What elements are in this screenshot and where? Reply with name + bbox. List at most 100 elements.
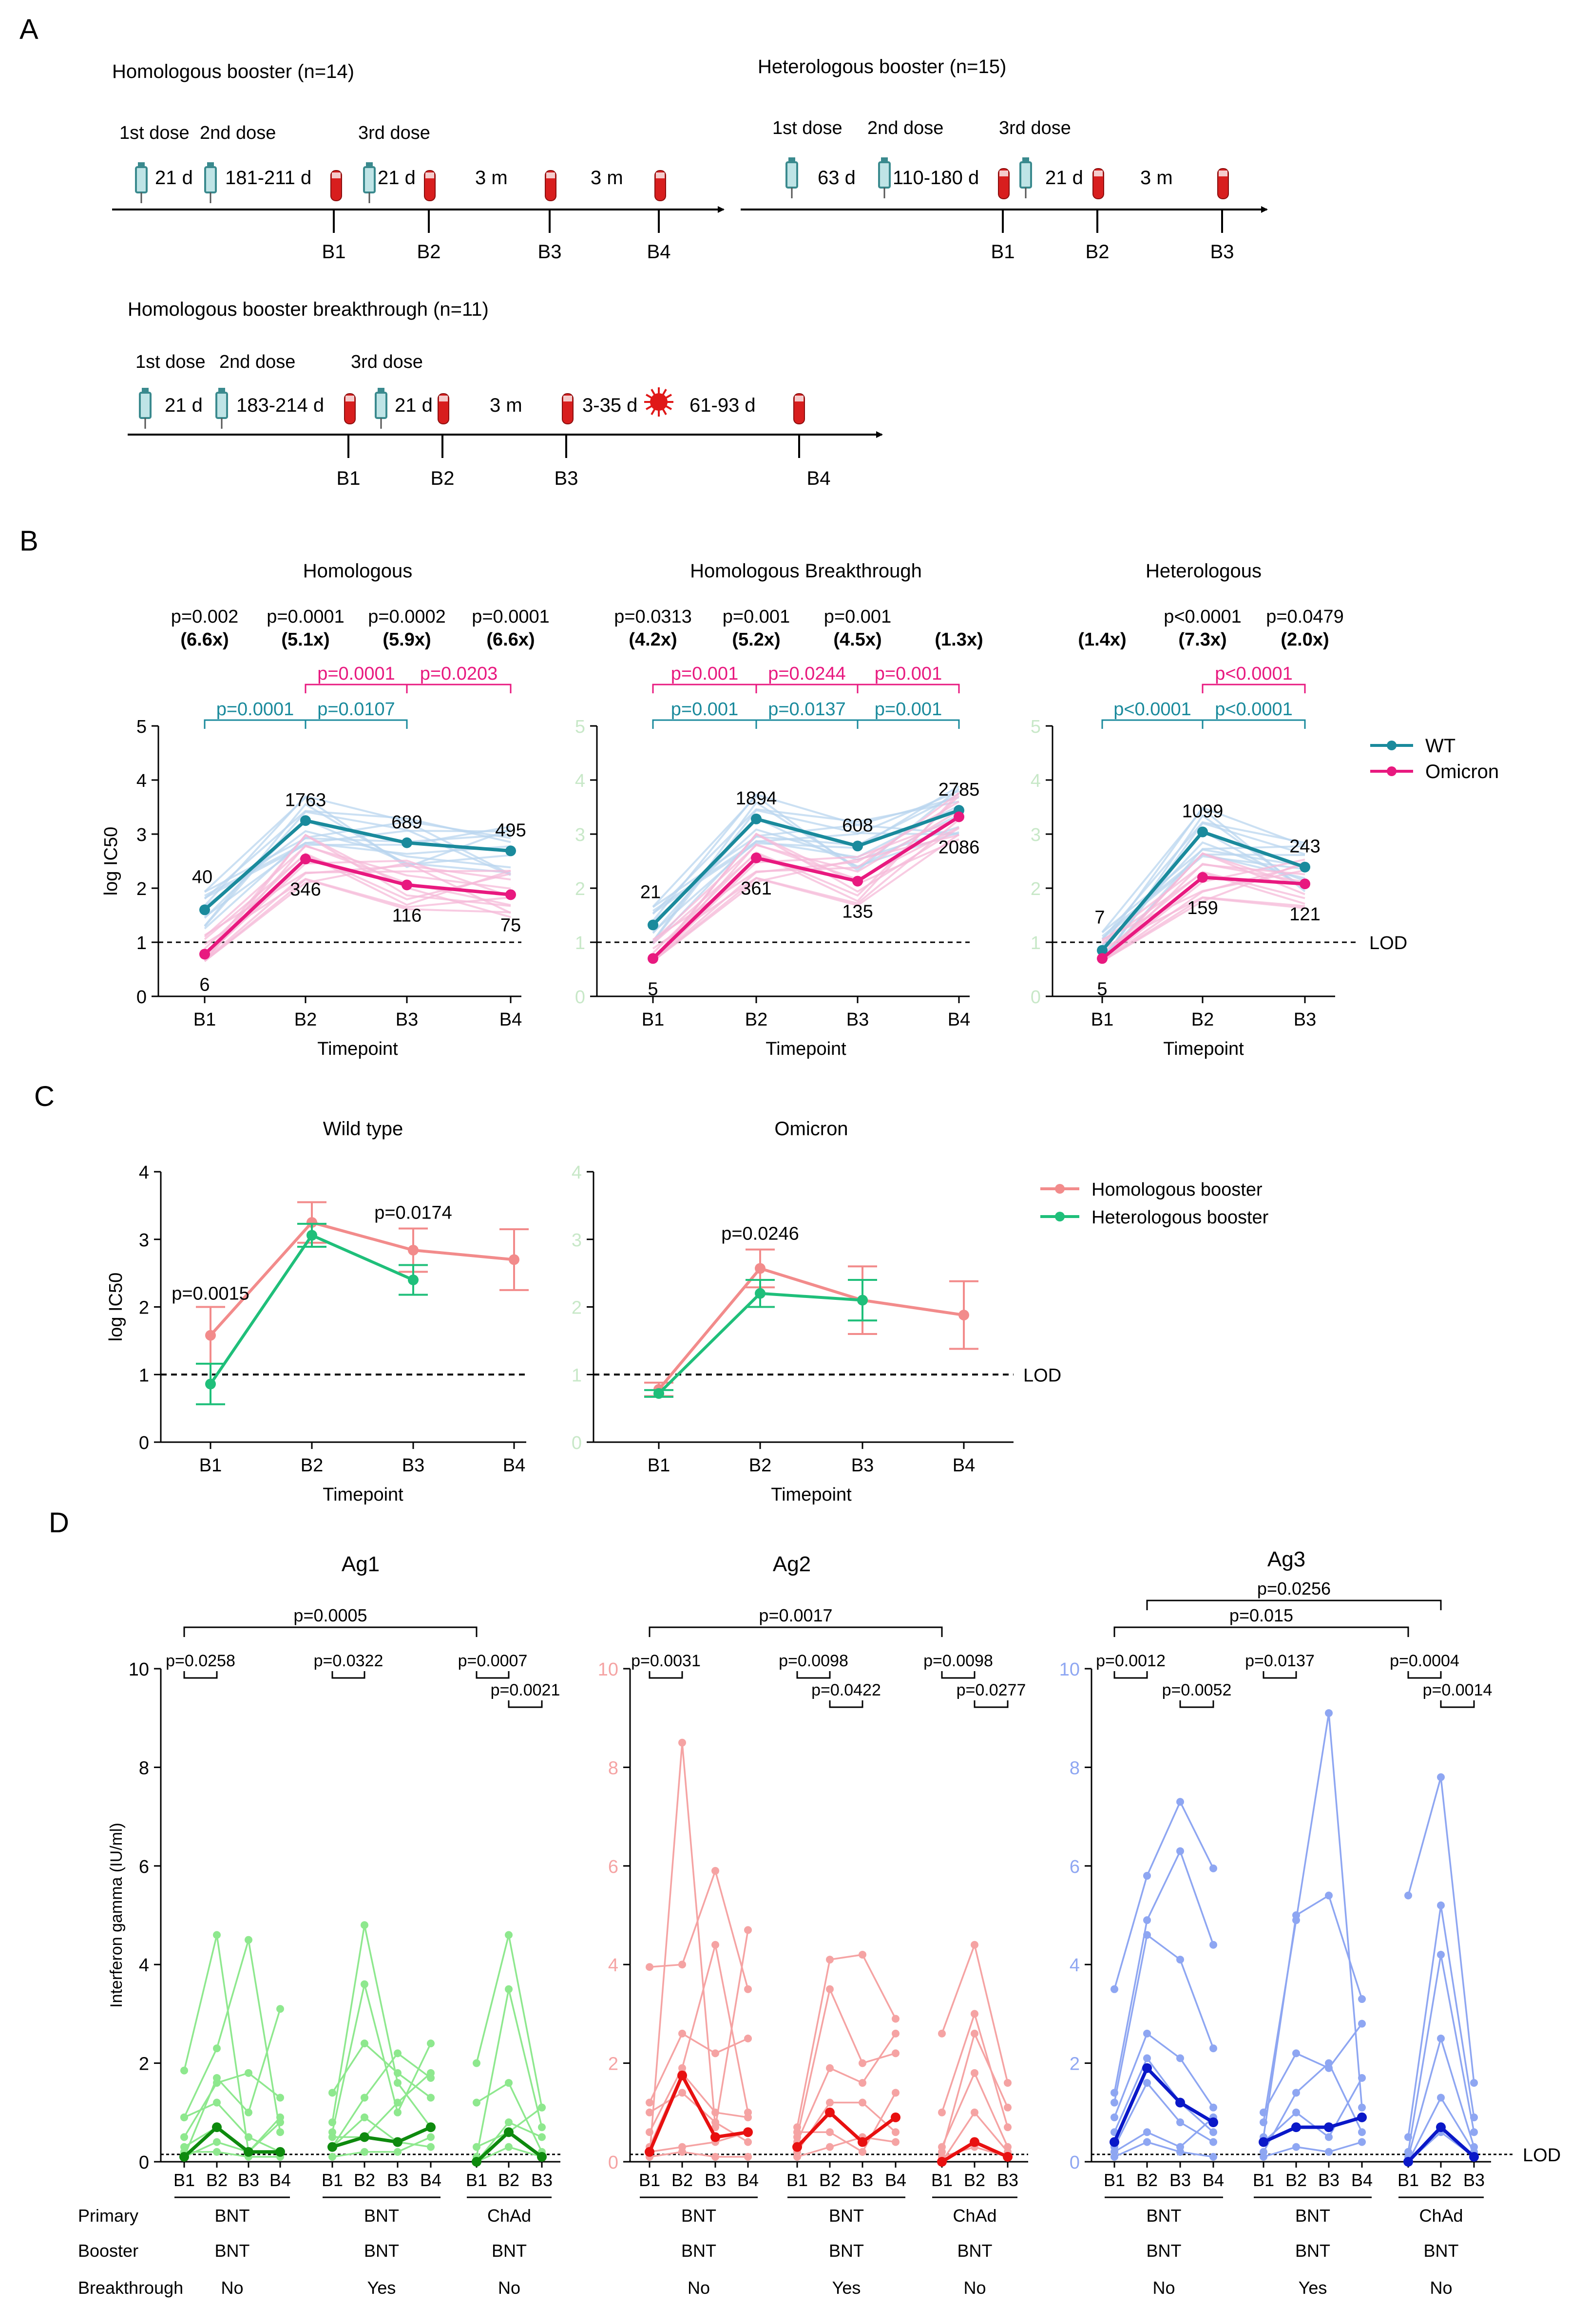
subject-point (971, 2069, 978, 2077)
subject-point (276, 2128, 284, 2136)
subject-point (427, 2143, 435, 2151)
syringe-icon (139, 392, 152, 419)
primary-value: BNT (681, 2206, 716, 2226)
subject-point (1292, 2143, 1300, 2151)
syringe-icon (215, 392, 228, 419)
bleed-label: B2 (431, 468, 455, 489)
x-tick-label: B2 (498, 2170, 519, 2190)
subject-line (204, 878, 511, 962)
omicron-bracket-label: p=0.0244 (768, 664, 846, 684)
subject-point (1404, 1891, 1412, 1900)
p-value-label: p=0.0174 (374, 1203, 452, 1223)
subject-point (646, 2108, 653, 2116)
wt-point (852, 840, 863, 852)
subject-line (652, 795, 960, 954)
subject-point (427, 2069, 435, 2077)
x-tick-label: B2 (1430, 2170, 1452, 2190)
fold-change: (1.4x) (1078, 629, 1126, 650)
x-tick-label: B2 (301, 1455, 323, 1476)
fold-change: (4.5x) (833, 629, 881, 650)
interval-label: 183-214 d (236, 395, 324, 416)
subject-point (744, 2113, 752, 2121)
y-tick-label: 2 (139, 1298, 149, 1318)
bleed-label: B3 (1210, 241, 1234, 263)
homologous-mean-line (209, 1220, 515, 1336)
breakthrough-value: No (1430, 2278, 1452, 2298)
subject-point (744, 2153, 752, 2161)
x-tick-label: B4 (420, 2170, 441, 2190)
median-point (1357, 2112, 1367, 2122)
subject-point (971, 1941, 978, 1949)
wt-bracket-label: p<0.0001 (1215, 699, 1293, 720)
fold-change: (4.2x) (629, 629, 677, 650)
y-tick-label: 4 (1031, 771, 1041, 791)
subject-line (649, 1742, 749, 2157)
chart-d-1: Ag1 0 2 4 6 8 10 Interferon gamma (IU/ml) B1 B2 B3… (107, 1552, 560, 2298)
x-tick-label: B1 (1091, 1010, 1113, 1030)
comparison-bracket (941, 1671, 976, 1679)
median-point (244, 2147, 253, 2157)
y-tick-label: 0 (139, 1433, 149, 1453)
syringe-icon (204, 166, 217, 193)
interval-label: 3 m (490, 395, 522, 416)
top-bracket (1113, 1626, 1409, 1637)
subject-point (1176, 1847, 1184, 1855)
x-tick-label: B4 (269, 2170, 291, 2190)
subject-line (183, 1935, 281, 2154)
omicron-value-label: 346 (290, 879, 321, 900)
syringe-icon (1019, 161, 1032, 189)
subject-line (1101, 863, 1305, 962)
subject-point (859, 2059, 866, 2067)
subject-point (1143, 2138, 1151, 2146)
comparison-bracket (1263, 1671, 1297, 1679)
subject-line (1113, 2032, 1214, 2118)
subject-point (1176, 1798, 1184, 1806)
homologous-point (205, 1330, 216, 1341)
x-tick-label: B2 (819, 2170, 841, 2190)
x-tick-label: B4 (737, 2170, 759, 2190)
comparison-bracket (796, 1671, 831, 1679)
wt-value-label: 1099 (1182, 801, 1224, 822)
wt-value-label: 1763 (285, 790, 326, 810)
timeline-heterologous: Heterologous booster (n=15) 1st dose 2nd… (741, 56, 1268, 263)
wt-value-label: 21 (640, 882, 661, 902)
top-bracket (183, 1626, 478, 1637)
median-point (504, 2127, 514, 2137)
x-axis-label: Timepoint (771, 1485, 852, 1505)
subject-point (826, 1956, 834, 1964)
subject-point (859, 2079, 866, 2087)
timeline-homologous: Homologous booster (n=14) 1st dose 2nd d… (112, 61, 725, 263)
interval-label: 21 d (155, 167, 193, 189)
x-tick-label: B2 (206, 2170, 228, 2190)
subject-point (892, 2049, 900, 2057)
subject-point (1143, 1931, 1151, 1939)
subject-line (476, 2107, 543, 2148)
primary-value: BNT (364, 2206, 399, 2226)
median-point (645, 2147, 654, 2157)
median-point (537, 2152, 547, 2162)
wt-value-label: 495 (495, 820, 526, 840)
median-point (393, 2137, 402, 2147)
subject-line (331, 2052, 432, 2148)
subject-point (1143, 2128, 1151, 2136)
subject-line (332, 2136, 431, 2158)
median-point (275, 2147, 285, 2157)
subject-line (652, 800, 960, 962)
interval-label: 181-211 d (225, 167, 311, 189)
median-point (360, 2132, 369, 2142)
subject-line (796, 2033, 897, 2143)
y-tick-label: 5 (575, 717, 585, 737)
dose-label: 3rd dose (358, 123, 430, 143)
breakthrough-value: No (221, 2278, 243, 2298)
comparison-bracket (829, 1700, 863, 1708)
y-tick-label: 4 (1070, 1955, 1080, 1976)
y-tick-label: 3 (572, 1230, 582, 1251)
subject-point (1292, 2089, 1300, 2097)
subject-line (1114, 2141, 1214, 2158)
y-tick-label: 0 (139, 2153, 149, 2173)
subject-line (204, 841, 511, 918)
x-tick-label: B1 (1253, 2170, 1274, 2190)
x-axis-label: Timepoint (766, 1039, 846, 1059)
subject-point (245, 2133, 252, 2141)
